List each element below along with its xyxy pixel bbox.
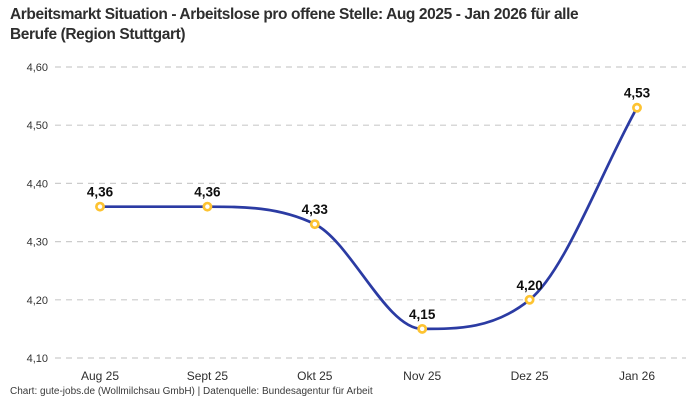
x-axis-tick-label: Jan 26	[619, 369, 655, 383]
y-axis-tick-label: 4,30	[27, 237, 48, 249]
data-point-value-label: 4,36	[87, 185, 114, 200]
data-point-value-label: 4,53	[624, 86, 651, 101]
x-axis-tick-label: Dez 25	[511, 369, 549, 383]
chart-title-line1: Arbeitsmarkt Situation - Arbeitslose pro…	[10, 6, 579, 23]
y-axis-tick-label: 4,40	[27, 178, 48, 190]
x-axis-tick-label: Aug 25	[81, 369, 119, 383]
x-axis-tick-labels: Aug 25 Sept 25 Okt 25 Nov 25 Dez 25 Jan 26	[81, 369, 655, 383]
data-point-marker	[632, 102, 642, 113]
data-point-value-label: 4,15	[409, 307, 436, 322]
data-point-value-label: 4,20	[516, 278, 542, 293]
gridlines-layer	[55, 66, 686, 359]
data-point-marker	[524, 294, 535, 305]
data-point-value-label: 4,33	[302, 202, 329, 217]
data-point-labels: 4,36 4,36 4,33 4,15 4,20 4,53	[87, 86, 651, 322]
y-axis-tick-label: 4,50	[27, 120, 48, 132]
data-line-layer	[98, 106, 639, 331]
data-point-markers	[95, 102, 642, 334]
x-axis-tick-label: Okt 25	[297, 369, 333, 383]
chart-title: Arbeitsmarkt Situation - Arbeitslose pro…	[10, 5, 695, 45]
data-series-line	[98, 106, 639, 331]
data-point-marker	[95, 201, 105, 212]
x-axis-tick-label: Nov 25	[403, 369, 441, 383]
y-axis-tick-label: 4,10	[27, 353, 48, 365]
chart-title-line2: Berufe (Region Stuttgart)	[10, 26, 186, 43]
x-axis-tick-label: Sept 25	[187, 369, 229, 383]
data-point-marker	[417, 323, 428, 334]
y-axis-tick-label: 4,60	[27, 62, 48, 74]
y-axis-tick-label: 4,20	[27, 295, 48, 307]
chart-footer-attribution: Chart: gute-jobs.de (Wollmilchsau GmbH) …	[10, 386, 373, 397]
data-point-marker	[202, 201, 213, 212]
y-axis-tick-labels: 4,60 4,50 4,40 4,30 4,20 4,10	[27, 62, 48, 365]
data-point-marker	[309, 219, 320, 230]
data-point-value-label: 4,36	[194, 185, 221, 200]
